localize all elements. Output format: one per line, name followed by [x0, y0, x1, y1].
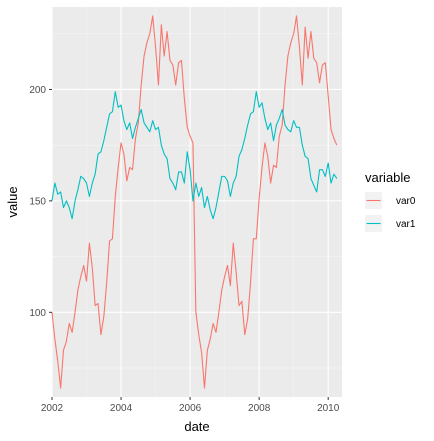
x-tick-label: 2010: [317, 403, 340, 414]
y-tick-label: 100: [29, 308, 46, 319]
panel-background: [52, 7, 342, 397]
x-axis-title: date: [184, 419, 209, 434]
x-axis: 2002 2004 2006 2008 2010: [41, 397, 340, 414]
series-layer: [51, 15, 338, 389]
series-line-var0: [51, 15, 338, 389]
y-axis: 100 150 200: [29, 85, 52, 319]
legend-title: variable: [365, 170, 411, 185]
x-tick-label: 2008: [248, 403, 271, 414]
y-tick-label: 150: [29, 196, 46, 207]
x-tick-label: 2006: [179, 403, 202, 414]
major-grid: [51, 7, 342, 397]
y-axis-title: value: [5, 186, 20, 217]
legend-label-var0: var0: [396, 196, 416, 207]
series-line-var1: [51, 91, 338, 220]
x-tick-label: 2002: [41, 403, 64, 414]
x-tick-label: 2004: [110, 403, 133, 414]
legend-label-var1: var1: [396, 219, 416, 230]
legend: variable var0 var1: [365, 170, 416, 232]
y-tick-label: 200: [29, 85, 46, 96]
minor-grid: [52, 7, 342, 397]
